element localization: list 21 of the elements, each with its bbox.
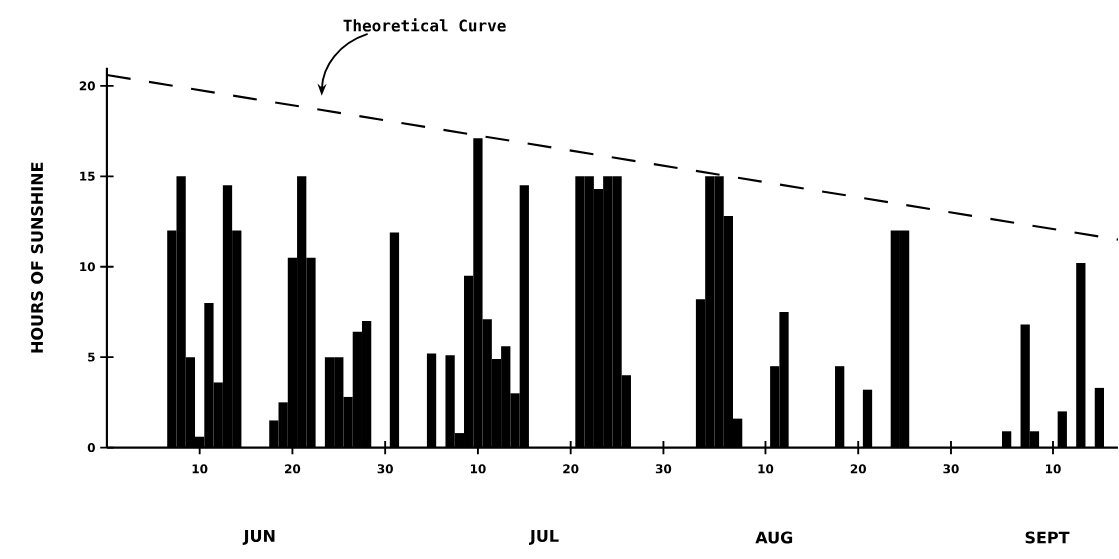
y-tick-label: 5 — [88, 352, 95, 362]
text: JUN — [242, 529, 275, 545]
text: Theoretical Curve — [343, 18, 506, 32]
x-tick-label: 30 — [655, 464, 672, 474]
x-tick-label: 10 — [758, 464, 774, 474]
y-tick-label: 0 — [87, 442, 95, 452]
y-tick-label: 15 — [80, 171, 95, 181]
x-tick-label: 10 — [470, 464, 486, 474]
x-tick-label: 20 — [285, 464, 301, 474]
text: JUL — [529, 529, 559, 545]
x-tick-label: 20 — [850, 464, 866, 474]
y-tick-label: 20 — [79, 81, 95, 91]
text: SEPT — [1025, 531, 1070, 544]
text: AUG — [755, 531, 793, 544]
x-tick-label: 30 — [377, 464, 393, 474]
y-tick-label: 10 — [80, 261, 95, 272]
x-tick-label: 10 — [1046, 464, 1061, 474]
x-tick-label: 30 — [943, 464, 959, 474]
x-tick-label: 20 — [563, 464, 579, 474]
y-axis-title: HOURS OF SUNSHINE — [30, 162, 44, 353]
x-tick-label: 10 — [192, 464, 208, 474]
